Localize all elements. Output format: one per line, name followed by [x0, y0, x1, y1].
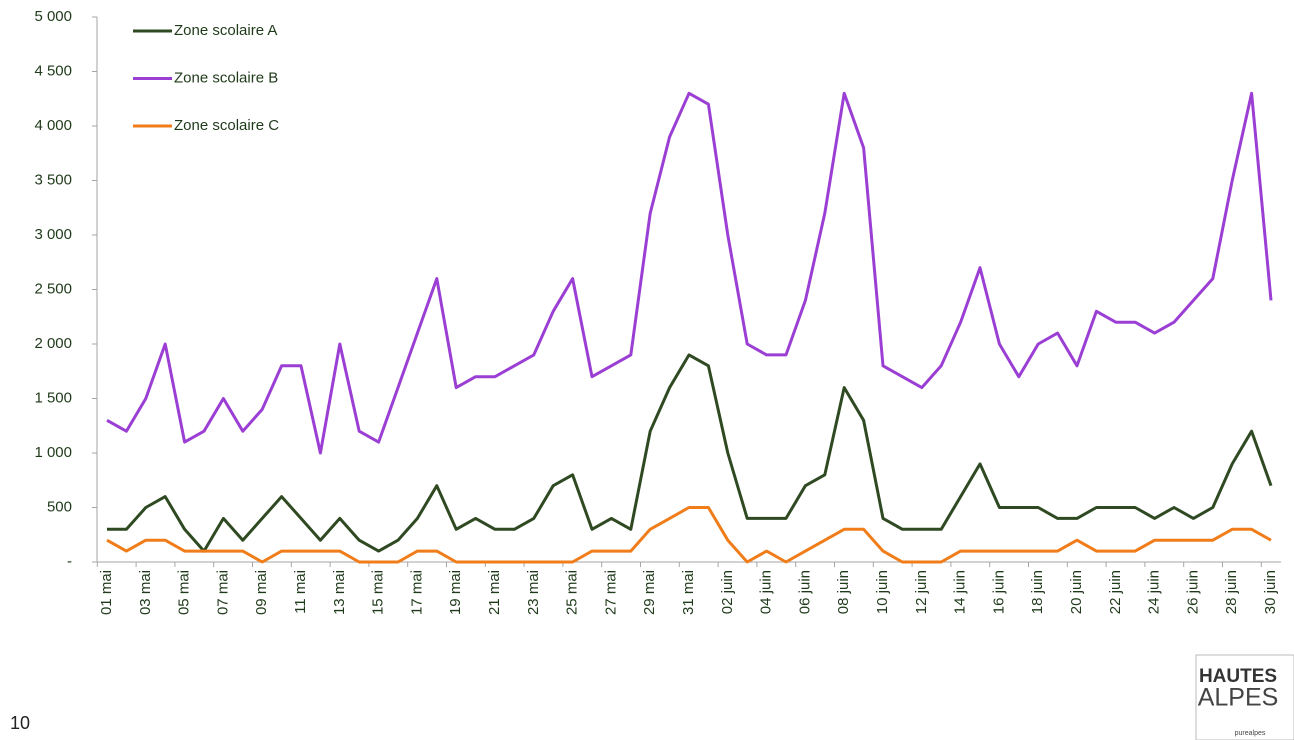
y-tick-label: 3 500 [34, 171, 72, 188]
y-tick-label: 2 500 [34, 280, 72, 297]
x-tick-label: 28 juin [1223, 570, 1240, 614]
page-number: 10 [10, 713, 30, 733]
x-tick-label: 14 juin [952, 570, 969, 614]
x-tick-label: 01 mai [98, 570, 115, 615]
y-tick-label: 5 000 [34, 8, 72, 25]
x-tick-label: 21 mai [486, 570, 503, 615]
y-tick-label: 1 500 [34, 389, 72, 406]
logo: HAUTES ALPES purealpes [1195, 654, 1294, 740]
y-tick-label: 3 000 [34, 226, 72, 243]
y-tick-label: - [67, 553, 72, 570]
x-tick-label: 16 juin [990, 570, 1007, 614]
x-tick-label: 07 mai [214, 570, 231, 615]
logo-line1: HAUTES [1199, 666, 1277, 687]
series-line [106, 91, 1273, 455]
logo-line2: ALPES [1198, 684, 1279, 712]
legend-label: Zone scolaire B [174, 69, 278, 86]
x-tick-label: 17 mai [408, 570, 425, 615]
x-tick-label: 10 juin [874, 570, 891, 614]
y-tick-label: 2 000 [34, 335, 72, 352]
y-tick-label: 4 000 [34, 117, 72, 134]
logo-box [1195, 654, 1294, 740]
x-tick-label: 04 juin [758, 570, 775, 614]
y-tick-label: 4 500 [34, 62, 72, 79]
x-tick-label: 13 mai [331, 570, 348, 615]
logo-tagline: purealpes [1235, 730, 1266, 737]
x-tick-label: 09 mai [253, 570, 270, 615]
series-line [107, 353, 1273, 553]
x-tick-label: 26 juin [1184, 570, 1201, 614]
x-tick-label: 30 juin [1262, 570, 1279, 614]
x-tick-label: 27 mai [602, 570, 619, 615]
x-tick-label: 11 mai [292, 570, 309, 614]
x-tick-label: 29 mai [641, 570, 658, 615]
series-line [106, 506, 1272, 564]
x-tick-label: 03 mai [137, 570, 154, 615]
x-tick-label: 02 juin [719, 570, 736, 614]
legend-label: Zone scolaire A [174, 22, 277, 39]
legend-label: Zone scolaire C [174, 117, 279, 134]
x-tick-label: 12 juin [913, 570, 930, 614]
y-tick-label: 1 000 [34, 444, 72, 461]
x-tick-label: 06 juin [796, 570, 813, 614]
x-tick-label: 15 mai [370, 570, 387, 615]
x-tick-label: 23 mai [525, 570, 542, 615]
x-tick-label: 19 mai [447, 570, 464, 615]
x-tick-label: 24 juin [1146, 570, 1163, 614]
x-tick-label: 31 mai [680, 570, 697, 615]
y-tick-label: 500 [47, 498, 72, 515]
x-tick-label: 22 juin [1107, 570, 1124, 614]
x-tick-label: 20 juin [1068, 570, 1085, 614]
x-tick-label: 05 mai [176, 570, 193, 615]
x-tick-label: 25 mai [564, 570, 581, 615]
x-tick-label: 18 juin [1029, 570, 1046, 614]
x-tick-label: 08 juin [835, 570, 852, 614]
